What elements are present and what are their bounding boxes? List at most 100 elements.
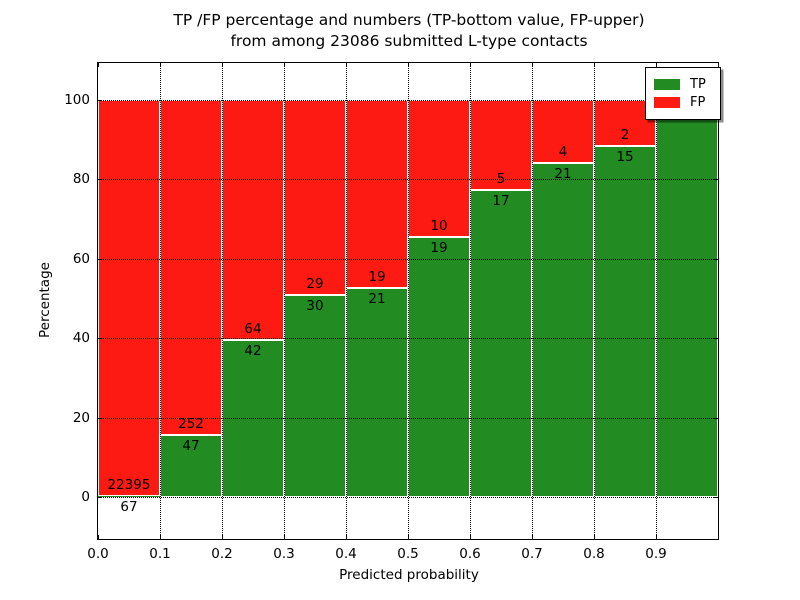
x-tick-label: 0.7 [521,546,543,562]
y-tick [98,497,102,498]
tp-count-label: 15 [616,149,634,166]
legend-item: FP [654,95,712,110]
legend-item: TP [654,77,712,92]
x-tick [160,535,161,539]
bar-segment-fp [346,99,408,289]
gridline-vertical [594,63,595,539]
x-tick-label: 0.1 [149,546,171,562]
x-tick [656,535,657,539]
tp-count-label: 21 [368,291,386,308]
x-tick-label: 0.5 [397,546,419,562]
plot-area: 223956725247644229301921101951742121527 [97,62,719,540]
y-tick [98,417,102,419]
x-tick-top [594,63,595,67]
fp-count-label: 4 [558,144,568,161]
gridline-vertical [346,63,347,539]
x-tick [346,535,347,539]
x-tick-label: 0.6 [459,546,481,562]
y-tick-right [714,417,718,419]
x-tick-top [408,63,409,67]
x-tick-label: 0.3 [273,546,295,562]
x-tick-top [160,63,161,67]
y-tick-right [714,338,718,339]
chart-title-line1: TP /FP percentage and numbers (TP-bottom… [173,11,645,29]
x-axis-label: Predicted probability [339,567,479,583]
y-tick-right [714,258,718,260]
tp-count-label: 17 [492,192,510,209]
x-tick [594,535,595,539]
bar-segment-fp [470,99,532,190]
x-tick-top [346,63,347,67]
x-tick-label: 0.0 [87,546,109,562]
bar-segment-tp [346,288,408,497]
x-tick [408,535,409,539]
x-tick-top [284,63,285,67]
fp-count-label: 5 [496,170,506,187]
fp-count-label: 19 [368,269,386,286]
y-tick-label: 100 [64,91,90,108]
bar-segment-tp [594,146,656,497]
tp-count-label: 67 [120,498,138,515]
gridline-vertical [284,63,285,539]
x-tick [470,535,471,539]
tp-count-label: 47 [182,437,200,454]
bar-segment-fp [284,99,346,295]
gridline-vertical [470,63,471,539]
bar-segment-tp [470,189,532,497]
legend-swatch-fp [654,97,680,108]
tp-count-label: 21 [554,166,572,183]
legend-label: TP [690,77,706,92]
fp-count-label: 2 [620,127,630,144]
chart-title-line2: from among 23086 submitted L-type contac… [230,32,588,50]
chart-title: TP /FP percentage and numbers (TP-bottom… [97,10,721,52]
bar-segment-fp [160,99,222,435]
bar-segment-fp [408,99,470,237]
tp-count-label: 19 [430,239,448,256]
y-tick-right [714,179,718,180]
y-tick-label: 20 [72,409,90,426]
gridline-vertical [656,63,657,539]
fp-count-label: 10 [430,217,448,234]
bar-segment-tp [408,236,470,497]
y-tick-label: 60 [72,250,90,267]
fp-count-label: 29 [306,275,324,292]
y-tick [98,338,102,339]
bar-segment-tp [284,294,346,497]
gridline-vertical [532,63,533,539]
bar-segment-tp [532,163,594,497]
x-tick [222,535,223,539]
y-axis-label: Percentage [37,262,53,338]
x-tick-top [470,63,471,67]
y-tick-right [714,497,718,498]
y-tick [98,99,102,101]
x-tick [284,535,285,539]
y-tick-label: 0 [81,489,90,505]
x-tick-top [532,63,533,67]
y-tick [98,258,102,260]
bar-segment-tp [98,495,160,497]
bar-segment-fp [98,99,160,496]
x-tick-label: 0.8 [583,546,605,562]
legend-label: FP [690,95,706,110]
x-tick [98,535,99,539]
fp-count-label: 64 [244,320,262,337]
tp-count-label: 42 [244,342,262,359]
legend: TP FP [645,67,721,120]
x-tick-top [222,63,223,67]
y-tick-label: 40 [72,330,90,346]
bar-segment-fp [222,99,284,340]
bar-segment-tp [656,99,718,497]
x-tick-top [656,63,657,67]
tp-count-label: 30 [306,297,324,314]
gridline-vertical [408,63,409,539]
fp-count-label: 22395 [107,476,151,493]
x-tick-label: 0.2 [211,546,233,562]
y-tick [98,179,102,180]
y-tick-label: 80 [72,171,90,187]
x-tick-top [98,63,99,67]
legend-swatch-tp [654,79,680,90]
fp-count-label: 252 [178,415,204,432]
gridline-vertical [222,63,223,539]
x-tick-label: 0.9 [645,546,667,562]
